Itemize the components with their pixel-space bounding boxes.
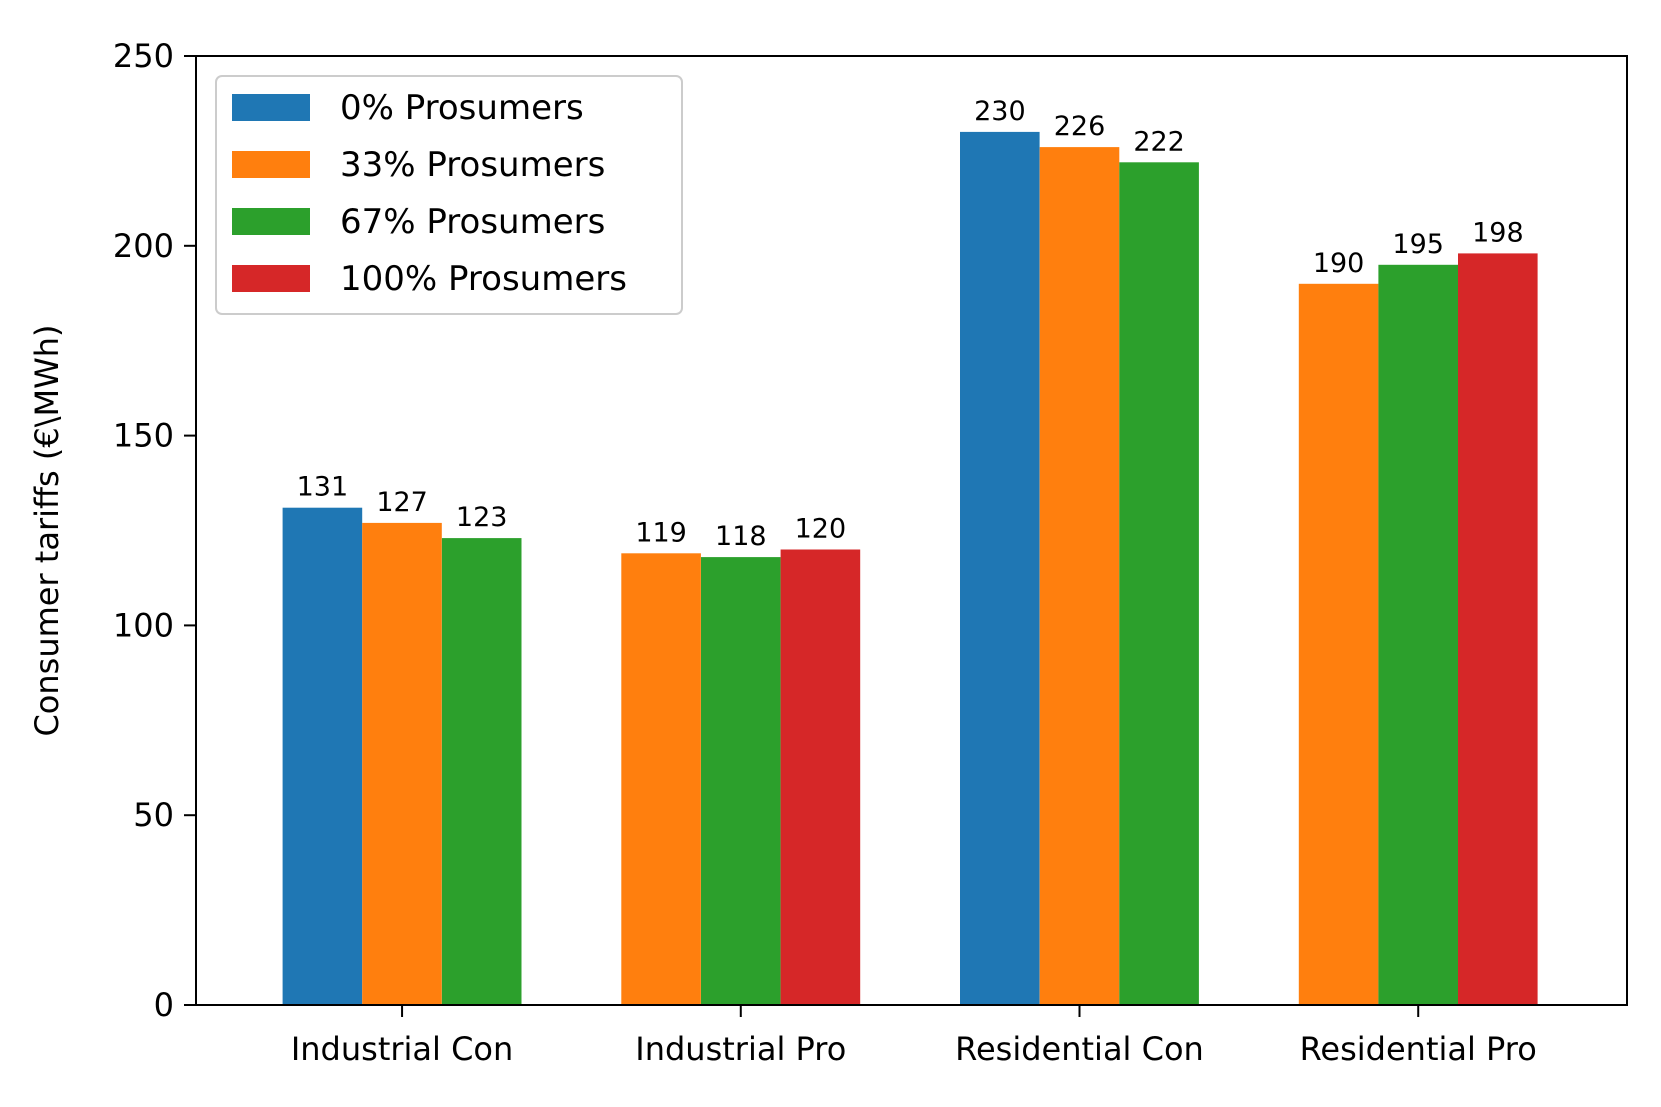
bar-industrial-con-0-prosumers xyxy=(282,507,363,1005)
legend-label-67-prosumers: 67% Prosumers xyxy=(340,202,605,242)
bar-industrial-pro-67-prosumers xyxy=(701,557,781,1005)
x-tick-label-residential-con: Residential Con xyxy=(955,1030,1204,1068)
bar-industrial-pro-100-prosumers xyxy=(780,549,861,1005)
legend-swatch-0-prosumers xyxy=(232,94,310,121)
legend-label-33-prosumers: 33% Prosumers xyxy=(340,145,605,185)
x-tick-label-industrial-pro: Industrial Pro xyxy=(635,1030,846,1068)
legend-label-100-prosumers: 100% Prosumers xyxy=(340,259,627,299)
data-label-industrial-pro-100-prosumers: 120 xyxy=(795,514,847,545)
legend-swatch-67-prosumers xyxy=(232,208,310,235)
bar-industrial-con-67-prosumers xyxy=(441,538,522,1005)
plot-frame xyxy=(195,55,1628,1006)
x-tick-label-residential-pro: Residential Pro xyxy=(1300,1030,1537,1068)
bars-layer xyxy=(282,131,1538,1006)
x-axis: Industrial Con Industrial Pro Residential … xyxy=(291,1005,1537,1068)
data-label-residential-con-0-prosumers: 230 xyxy=(974,96,1026,127)
legend: 0% Prosumers 33% Prosumers 67% Prosumers 10… xyxy=(215,75,683,315)
data-label-industrial-con-67-prosumers: 123 xyxy=(456,502,508,533)
y-tick-label-150: 150 xyxy=(113,417,174,455)
bar-residential-con-33-prosumers xyxy=(1039,147,1120,1006)
data-labels-layer: 131 127 123 119 118 120 230 226 222 190 195 198 xyxy=(297,96,1524,552)
bar-residential-pro-100-prosumers xyxy=(1458,253,1538,1005)
data-label-residential-pro-100-prosumers: 198 xyxy=(1472,217,1524,248)
y-axis-title: Consumer tariffs (€\MWh) xyxy=(28,324,66,736)
data-label-residential-pro-33-prosumers: 190 xyxy=(1313,248,1365,279)
y-tick-label-100: 100 xyxy=(113,606,174,644)
data-label-industrial-pro-67-prosumers: 118 xyxy=(715,521,767,552)
data-label-residential-pro-67-prosumers: 195 xyxy=(1392,229,1444,260)
x-tick-label-industrial-con: Industrial Con xyxy=(291,1030,513,1068)
legend-label-0-prosumers: 0% Prosumers xyxy=(340,88,584,128)
y-tick-label-50: 50 xyxy=(133,796,174,834)
legend-swatch-33-prosumers xyxy=(232,151,310,178)
bar-industrial-con-33-prosumers xyxy=(362,522,442,1005)
bar-residential-con-67-prosumers xyxy=(1119,162,1199,1006)
legend-swatch-100-prosumers xyxy=(232,265,310,292)
y-tick-label-0: 0 xyxy=(154,986,174,1024)
bar-residential-pro-67-prosumers xyxy=(1378,264,1458,1005)
bar-residential-pro-33-prosumers xyxy=(1298,283,1379,1005)
data-label-residential-con-33-prosumers: 226 xyxy=(1054,111,1106,142)
data-label-industrial-con-0-prosumers: 131 xyxy=(297,472,349,503)
y-tick-label-200: 200 xyxy=(113,227,174,265)
y-tick-label-250: 250 xyxy=(113,37,174,75)
legend-frame xyxy=(215,75,683,315)
data-label-industrial-pro-33-prosumers: 119 xyxy=(635,517,687,548)
bar-residential-con-0-prosumers xyxy=(960,131,1040,1005)
y-axis: 0 50 100 150 200 250 xyxy=(113,37,196,1024)
data-label-residential-con-67-prosumers: 222 xyxy=(1133,126,1185,157)
data-label-industrial-con-33-prosumers: 127 xyxy=(376,487,428,518)
bar-industrial-pro-33-prosumers xyxy=(621,553,701,1005)
